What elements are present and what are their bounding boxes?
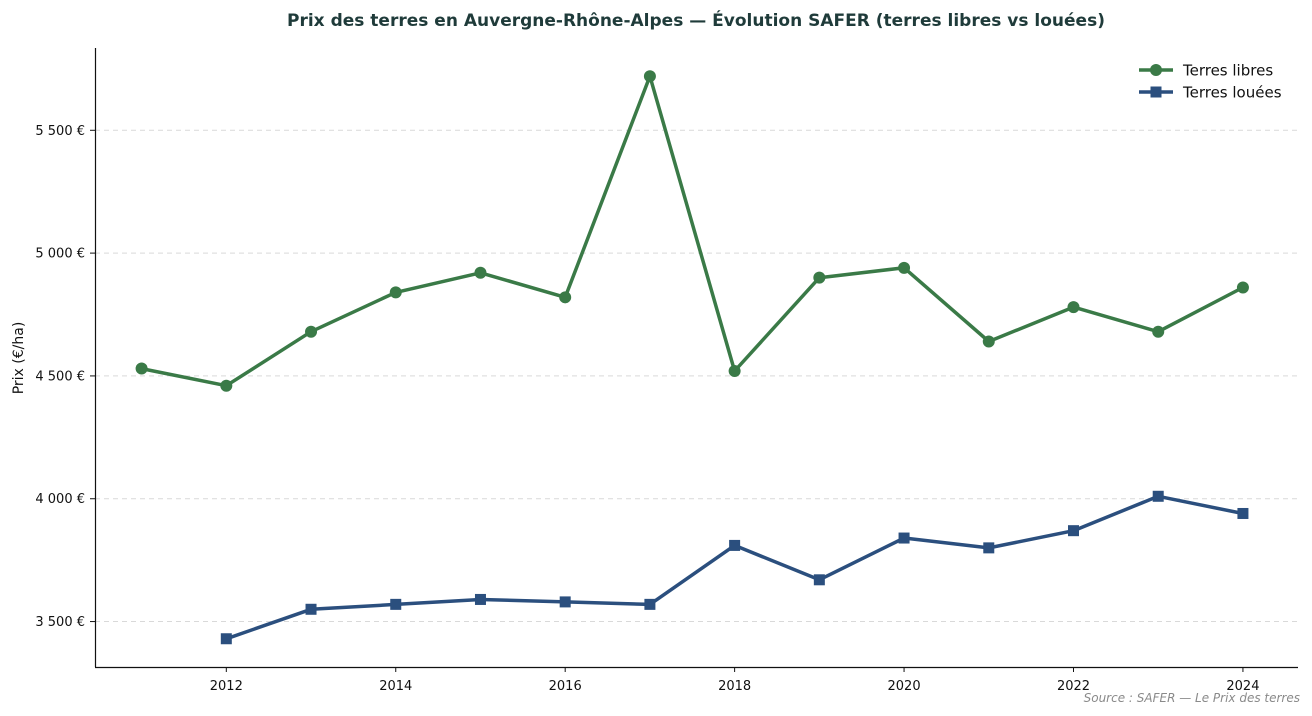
data-point (559, 596, 571, 608)
legend-item: Terres libres (1139, 62, 1273, 80)
legend-label: Terres louées (1182, 84, 1282, 102)
legend: Terres libres Terres louées (1139, 62, 1282, 102)
data-point (643, 70, 656, 83)
series-terres-louees (220, 490, 1249, 645)
data-point (305, 325, 318, 338)
data-point (983, 542, 995, 554)
data-point (898, 532, 910, 544)
data-point (898, 261, 911, 274)
data-point (982, 335, 995, 348)
data-point (135, 362, 148, 375)
x-tick-label: 2022 (1057, 679, 1090, 694)
y-tick-label: 5 500 € (35, 124, 85, 139)
data-point (474, 266, 487, 279)
data-point (729, 539, 741, 551)
source-note: Source : SAFER — Le Prix des terres (1084, 691, 1300, 705)
data-point (389, 286, 402, 299)
data-point (390, 598, 402, 610)
x-tick-label: 2014 (379, 679, 412, 694)
data-point (1067, 525, 1079, 537)
y-tick-label: 4 500 € (35, 369, 85, 384)
data-point (813, 574, 825, 586)
legend-marker (1150, 64, 1162, 76)
data-point (1067, 301, 1080, 314)
data-point (305, 603, 317, 615)
legend-marker (1150, 86, 1162, 98)
data-point (813, 271, 826, 284)
x-tick-label: 2016 (549, 679, 582, 694)
x-tick-label: 2024 (1226, 679, 1259, 694)
x-tick-label: 2018 (718, 679, 751, 694)
x-ticks: 2012 2014 2016 2018 2020 2022 2024 (210, 667, 1259, 694)
data-point (1237, 507, 1249, 519)
chart-title: Prix des terres en Auvergne-Rhône-Alpes … (287, 9, 1105, 31)
data-point (644, 598, 656, 610)
y-tick-label: 4 000 € (35, 492, 85, 507)
data-point (474, 593, 486, 605)
y-ticks: 3 500 € 4 000 € 4 500 € 5 000 € 5 500 € (35, 124, 95, 630)
series-line (224, 494, 1245, 641)
data-point (220, 379, 233, 392)
data-point (1152, 325, 1165, 338)
grid-lines (95, 129, 1298, 623)
series (135, 70, 1249, 645)
series-line (139, 74, 1245, 388)
data-point (728, 365, 741, 378)
data-point (1152, 490, 1164, 502)
data-point (1236, 281, 1249, 294)
x-tick-label: 2012 (210, 679, 243, 694)
data-point (220, 633, 232, 645)
y-axis-label: Prix (€/ha) (11, 322, 27, 395)
series-terres-libres (135, 70, 1249, 392)
y-tick-label: 5 000 € (35, 247, 85, 262)
legend-label: Terres libres (1182, 62, 1273, 80)
axes (94, 48, 1298, 669)
legend-item: Terres louées (1139, 84, 1282, 102)
data-point (559, 291, 572, 304)
y-tick-label: 3 500 € (35, 615, 85, 630)
x-tick-label: 2020 (888, 679, 921, 694)
